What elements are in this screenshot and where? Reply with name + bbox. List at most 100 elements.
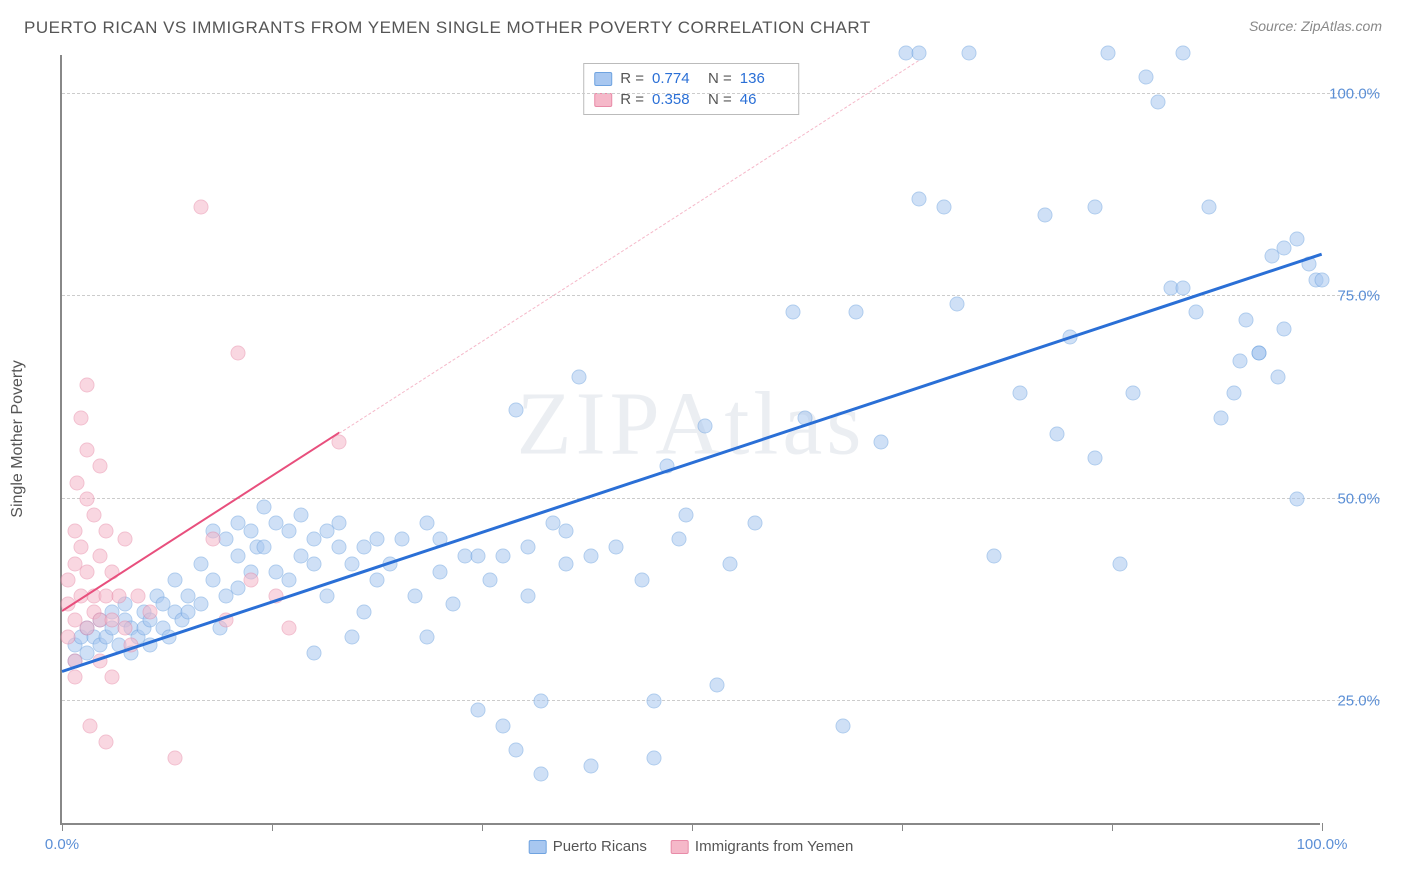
data-point bbox=[1239, 313, 1254, 328]
data-point bbox=[949, 297, 964, 312]
data-point bbox=[496, 548, 511, 563]
scatter-plot: Single Mother Poverty ZIPAtlas R =0.774N… bbox=[60, 55, 1320, 825]
x-tick-label: 100.0% bbox=[1297, 836, 1348, 853]
legend-n-value: 46 bbox=[740, 91, 788, 108]
source-value: ZipAtlas.com bbox=[1301, 18, 1382, 34]
data-point bbox=[193, 597, 208, 612]
data-point bbox=[1151, 94, 1166, 109]
data-point bbox=[118, 532, 133, 547]
data-point bbox=[80, 491, 95, 506]
data-point bbox=[1138, 70, 1153, 85]
data-point bbox=[1012, 386, 1027, 401]
data-point bbox=[533, 767, 548, 782]
legend-swatch bbox=[594, 72, 612, 86]
data-point bbox=[911, 46, 926, 61]
data-point bbox=[445, 597, 460, 612]
data-point bbox=[1226, 386, 1241, 401]
data-point bbox=[836, 718, 851, 733]
data-point bbox=[571, 370, 586, 385]
legend-label: Immigrants from Yemen bbox=[695, 838, 853, 855]
data-point bbox=[86, 508, 101, 523]
y-tick-label: 25.0% bbox=[1325, 693, 1380, 710]
data-point bbox=[1088, 200, 1103, 215]
data-point bbox=[678, 508, 693, 523]
data-point bbox=[521, 589, 536, 604]
correlation-legend: R =0.774N =136R =0.358N =46 bbox=[583, 63, 799, 115]
data-point bbox=[987, 548, 1002, 563]
data-point bbox=[420, 516, 435, 531]
data-point bbox=[206, 572, 221, 587]
data-point bbox=[244, 524, 259, 539]
data-point bbox=[1088, 451, 1103, 466]
data-point bbox=[168, 572, 183, 587]
data-point bbox=[407, 589, 422, 604]
data-point bbox=[80, 443, 95, 458]
data-point bbox=[710, 678, 725, 693]
data-point bbox=[395, 532, 410, 547]
data-point bbox=[483, 572, 498, 587]
trend-line bbox=[339, 60, 919, 434]
trend-line bbox=[62, 253, 1323, 673]
data-point bbox=[937, 200, 952, 215]
source-label: Source: bbox=[1249, 18, 1297, 34]
chart-header: PUERTO RICAN VS IMMIGRANTS FROM YEMEN SI… bbox=[24, 18, 1382, 38]
x-tick bbox=[902, 823, 903, 831]
chart-title: PUERTO RICAN VS IMMIGRANTS FROM YEMEN SI… bbox=[24, 18, 871, 38]
data-point bbox=[357, 605, 372, 620]
data-point bbox=[1277, 321, 1292, 336]
data-point bbox=[848, 305, 863, 320]
data-point bbox=[206, 532, 221, 547]
data-point bbox=[1315, 272, 1330, 287]
data-point bbox=[82, 718, 97, 733]
x-tick bbox=[1322, 823, 1323, 831]
data-point bbox=[67, 670, 82, 685]
data-point bbox=[1176, 281, 1191, 296]
y-tick-label: 50.0% bbox=[1325, 490, 1380, 507]
data-point bbox=[332, 516, 347, 531]
series-legend: Puerto RicansImmigrants from Yemen bbox=[529, 838, 854, 855]
data-point bbox=[73, 540, 88, 555]
data-point bbox=[584, 759, 599, 774]
legend-item: Immigrants from Yemen bbox=[671, 838, 853, 855]
data-point bbox=[470, 702, 485, 717]
data-point bbox=[1037, 208, 1052, 223]
data-point bbox=[92, 459, 107, 474]
data-point bbox=[70, 475, 85, 490]
data-point bbox=[521, 540, 536, 555]
legend-n-value: 136 bbox=[740, 70, 788, 87]
data-point bbox=[697, 418, 712, 433]
x-tick-label: 0.0% bbox=[45, 836, 79, 853]
data-point bbox=[647, 751, 662, 766]
data-point bbox=[508, 402, 523, 417]
data-point bbox=[1233, 354, 1248, 369]
data-point bbox=[722, 556, 737, 571]
data-point bbox=[433, 564, 448, 579]
data-point bbox=[496, 718, 511, 733]
data-point bbox=[1201, 200, 1216, 215]
legend-row: R =0.774N =136 bbox=[594, 68, 788, 89]
data-point bbox=[105, 670, 120, 685]
data-point bbox=[344, 556, 359, 571]
data-point bbox=[281, 621, 296, 636]
x-tick bbox=[482, 823, 483, 831]
data-point bbox=[508, 743, 523, 758]
data-point bbox=[307, 556, 322, 571]
source-attribution: Source: ZipAtlas.com bbox=[1249, 18, 1382, 34]
data-point bbox=[1252, 345, 1267, 360]
chart-area: Single Mother Poverty ZIPAtlas R =0.774N… bbox=[60, 55, 1380, 825]
legend-swatch bbox=[594, 93, 612, 107]
data-point bbox=[319, 589, 334, 604]
data-point bbox=[92, 548, 107, 563]
x-tick bbox=[1112, 823, 1113, 831]
data-point bbox=[1189, 305, 1204, 320]
data-point bbox=[118, 621, 133, 636]
data-point bbox=[1100, 46, 1115, 61]
data-point bbox=[256, 499, 271, 514]
data-point bbox=[559, 556, 574, 571]
data-point bbox=[67, 524, 82, 539]
data-point bbox=[1176, 46, 1191, 61]
data-point bbox=[143, 605, 158, 620]
data-point bbox=[244, 572, 259, 587]
data-point bbox=[1289, 491, 1304, 506]
data-point bbox=[672, 532, 687, 547]
